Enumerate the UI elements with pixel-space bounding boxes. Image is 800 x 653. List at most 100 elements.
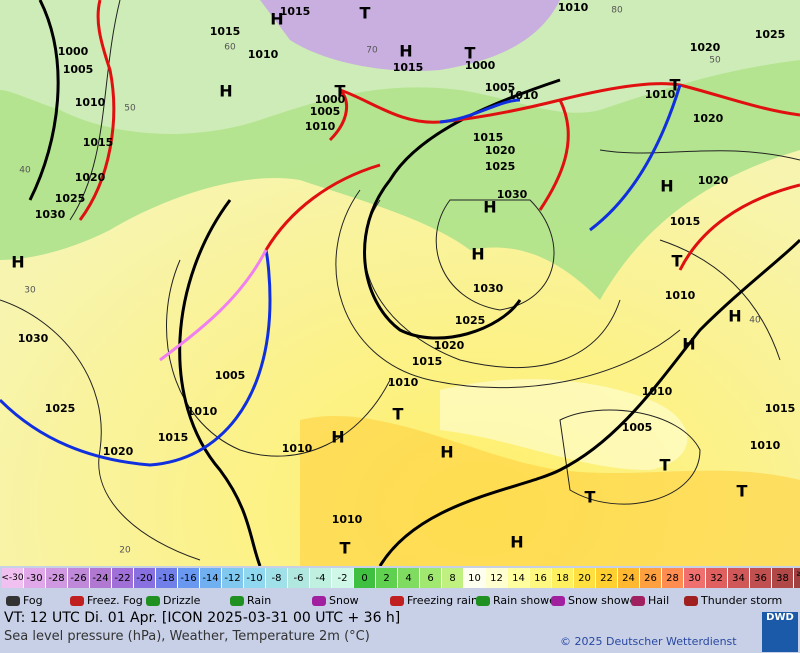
isobar-label: 1000 xyxy=(465,59,496,72)
pressure-system: H xyxy=(270,10,283,29)
isobar-label: 1015 xyxy=(670,215,701,228)
scale-step: 22 xyxy=(596,568,618,588)
isobar-label: 1025 xyxy=(45,402,76,415)
graticule-label: 30 xyxy=(24,286,36,296)
pressure-system: H xyxy=(471,245,484,264)
isobar-label: 1020 xyxy=(75,171,106,184)
scale-step: -18 xyxy=(156,568,178,588)
isobar-label: 1020 xyxy=(698,174,729,187)
legend-icon xyxy=(551,596,565,606)
pressure-system: T xyxy=(465,44,476,63)
legend-label: Fog xyxy=(23,594,43,607)
graticule-label: 50 xyxy=(124,104,136,114)
isobar-label: 1005 xyxy=(215,369,246,382)
scale-step: 20 xyxy=(574,568,596,588)
legend-item: Snow xyxy=(312,590,359,612)
legend-item: Fog xyxy=(6,590,43,612)
isobar-label: 1010 xyxy=(388,376,419,389)
isobars xyxy=(0,0,800,561)
isobar-label: 1010 xyxy=(750,439,781,452)
isobar-label: 1015 xyxy=(210,25,241,38)
scale-step: -20 xyxy=(134,568,156,588)
legend-label: Drizzle xyxy=(163,594,201,607)
isobar-label: 1025 xyxy=(485,160,516,173)
scale-step: 30 xyxy=(684,568,706,588)
isobar-label: 1005 xyxy=(485,81,516,94)
pressure-system: H xyxy=(728,307,741,326)
pressure-system: H xyxy=(440,443,453,462)
isobar-label: 1025 xyxy=(755,28,786,41)
scale-high-label: ≥40 °C xyxy=(794,568,800,588)
isobar-label: 1010 xyxy=(75,96,106,109)
pressure-system: T xyxy=(737,482,748,501)
legend-icon xyxy=(390,596,404,606)
legend-icon xyxy=(476,596,490,606)
scale-step: 8 xyxy=(442,568,464,588)
legend-label: Snow xyxy=(329,594,359,607)
scale-step: -6 xyxy=(288,568,310,588)
pressure-system: T xyxy=(660,456,671,475)
scale-step: -28 xyxy=(46,568,68,588)
graticule-label: 20 xyxy=(119,546,131,556)
scale-step: 24 xyxy=(618,568,640,588)
pressure-system: H xyxy=(483,198,496,217)
pressure-system: H xyxy=(682,335,695,354)
isobar-label: 1020 xyxy=(690,41,721,54)
scale-step: 10 xyxy=(464,568,486,588)
isobar-label: 1020 xyxy=(485,144,516,157)
pressure-system: H xyxy=(660,177,673,196)
legend-icon xyxy=(146,596,160,606)
legend-icon xyxy=(70,596,84,606)
legend-item: Drizzle xyxy=(146,590,200,612)
isobar-label: 1015 xyxy=(393,61,424,74)
pressure-system: T xyxy=(335,82,346,101)
legend-item: Snow shower xyxy=(551,590,641,612)
legend-item: Hail xyxy=(631,590,669,612)
legend-label: Thunder storm xyxy=(701,594,783,607)
scale-step: 6 xyxy=(420,568,442,588)
isobar-label: 1010 xyxy=(248,48,279,61)
isobar-label: 1015 xyxy=(83,136,114,149)
legend-icon xyxy=(684,596,698,606)
pressure-system: H xyxy=(399,42,412,61)
isobar-label: 1030 xyxy=(473,282,504,295)
legend-label: Rain xyxy=(247,594,272,607)
pressure-system: H xyxy=(11,253,24,272)
warm-area xyxy=(300,415,800,566)
legend-icon xyxy=(312,596,326,606)
isobar-label: 1005 xyxy=(310,105,341,118)
legend-item: Freezing rain xyxy=(390,590,478,612)
legend-icon xyxy=(230,596,244,606)
isobar-label: 1000 xyxy=(58,45,89,58)
isobar-label: 1005 xyxy=(63,63,94,76)
pressure-system: H xyxy=(219,82,232,101)
scale-step: -2 xyxy=(332,568,354,588)
scale-step: -22 xyxy=(112,568,134,588)
legend-icon xyxy=(6,596,20,606)
isobar-label: 1010 xyxy=(558,1,589,14)
isobar-label: 1015 xyxy=(765,402,796,415)
scale-step: 36 xyxy=(750,568,772,588)
logo: DWD xyxy=(762,612,798,652)
isobar-label: 1005 xyxy=(622,421,653,434)
legend-item: Rain shower xyxy=(476,590,560,612)
very-cold-area xyxy=(260,0,560,71)
isobar-label: 1015 xyxy=(158,431,189,444)
isobar-label: 1010 xyxy=(642,385,673,398)
scale-step: 2 xyxy=(376,568,398,588)
legend-item: Freez. Fog xyxy=(70,590,143,612)
subtitle: Sea level pressure (hPa), Weather, Tempe… xyxy=(4,629,370,644)
isobar-label: 1030 xyxy=(18,332,49,345)
scale-step: -30 xyxy=(24,568,46,588)
pressure-system: H xyxy=(510,533,523,552)
isobar-label: 1025 xyxy=(55,192,86,205)
isobar-label: 1030 xyxy=(497,188,528,201)
pressure-system: T xyxy=(360,4,371,23)
legend-label: Freez. Fog xyxy=(87,594,143,607)
isobar-label: 1020 xyxy=(693,112,724,125)
isobar-label: 1010 xyxy=(282,442,313,455)
pressure-system: T xyxy=(585,488,596,507)
isobar-label: 1015 xyxy=(412,355,443,368)
scale-step: 26 xyxy=(640,568,662,588)
isobar-label: 1020 xyxy=(434,339,465,352)
